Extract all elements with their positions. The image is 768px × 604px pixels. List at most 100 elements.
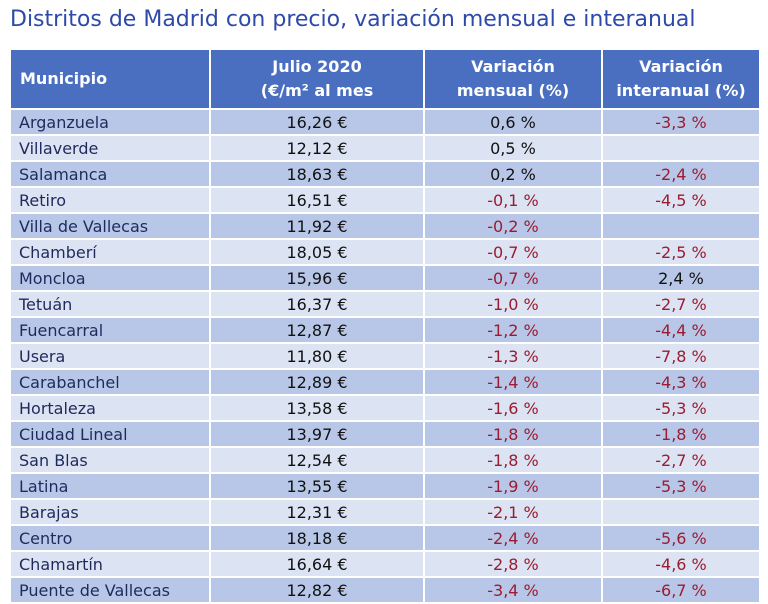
cell-variacion-interanual: -1,8 % xyxy=(601,420,761,448)
table-row: Puente de Vallecas 12,82 € -3,4 % -6,7 % xyxy=(9,576,761,604)
cell-municipio: Villaverde xyxy=(9,134,211,162)
cell-variacion-interanual: -4,3 % xyxy=(601,368,761,396)
cell-precio: 18,05 € xyxy=(209,238,425,266)
cell-variacion-mensual: -1,6 % xyxy=(423,394,603,422)
cell-variacion-mensual: -1,2 % xyxy=(423,316,603,344)
cell-variacion-interanual: -7,8 % xyxy=(601,342,761,370)
table-row: Latina 13,55 € -1,9 % -5,3 % xyxy=(9,472,761,500)
cell-municipio: Arganzuela xyxy=(9,108,211,136)
cell-variacion-interanual: -6,7 % xyxy=(601,576,761,604)
cell-municipio: Latina xyxy=(9,472,211,500)
table-row: Centro 18,18 € -2,4 % -5,6 % xyxy=(9,524,761,552)
cell-variacion-interanual: -5,3 % xyxy=(601,394,761,422)
cell-variacion-interanual: -5,6 % xyxy=(601,524,761,552)
cell-variacion-mensual: 0,2 % xyxy=(423,160,603,188)
cell-precio: 16,26 € xyxy=(209,108,425,136)
cell-municipio: Centro xyxy=(9,524,211,552)
cell-variacion-mensual: -0,7 % xyxy=(423,264,603,292)
chart-title: Distritos de Madrid con precio, variació… xyxy=(10,7,696,32)
header-precio: Julio 2020 (€/m² al mes xyxy=(209,48,425,110)
header-interanual: Variación interanual (%) xyxy=(601,48,761,110)
cell-precio: 11,92 € xyxy=(209,212,425,240)
cell-variacion-mensual: -0,1 % xyxy=(423,186,603,214)
cell-municipio: Chamartín xyxy=(9,550,211,578)
cell-municipio: Villa de Vallecas xyxy=(9,212,211,240)
cell-variacion-mensual: 0,6 % xyxy=(423,108,603,136)
table-row: Carabanchel 12,89 € -1,4 % -4,3 % xyxy=(9,368,761,396)
header-precio-line2: (€/m² al mes xyxy=(260,81,374,100)
cell-variacion-mensual: -1,0 % xyxy=(423,290,603,318)
cell-variacion-interanual: -4,6 % xyxy=(601,550,761,578)
header-municipio: Municipio xyxy=(9,48,211,110)
cell-variacion-interanual xyxy=(601,498,761,526)
cell-precio: 12,31 € xyxy=(209,498,425,526)
header-municipio-label: Municipio xyxy=(20,69,108,88)
cell-variacion-mensual: -1,9 % xyxy=(423,472,603,500)
cell-variacion-interanual: -2,4 % xyxy=(601,160,761,188)
cell-municipio: Tetuán xyxy=(9,290,211,318)
cell-municipio: Moncloa xyxy=(9,264,211,292)
table-header-row: Municipio Julio 2020 (€/m² al mes Variac… xyxy=(9,48,761,110)
districts-table: Municipio Julio 2020 (€/m² al mes Variac… xyxy=(9,48,761,604)
cell-variacion-interanual: -2,7 % xyxy=(601,446,761,474)
cell-variacion-mensual: -3,4 % xyxy=(423,576,603,604)
cell-variacion-interanual xyxy=(601,212,761,240)
cell-municipio: Retiro xyxy=(9,186,211,214)
cell-precio: 16,51 € xyxy=(209,186,425,214)
cell-variacion-interanual: -3,3 % xyxy=(601,108,761,136)
table-row: Tetuán 16,37 € -1,0 % -2,7 % xyxy=(9,290,761,318)
cell-variacion-interanual: -2,7 % xyxy=(601,290,761,318)
header-precio-line1: Julio 2020 xyxy=(272,57,362,76)
cell-precio: 12,87 € xyxy=(209,316,425,344)
cell-precio: 11,80 € xyxy=(209,342,425,370)
cell-precio: 13,55 € xyxy=(209,472,425,500)
cell-municipio: Hortaleza xyxy=(9,394,211,422)
cell-variacion-interanual xyxy=(601,134,761,162)
cell-variacion-mensual: -2,4 % xyxy=(423,524,603,552)
cell-variacion-interanual: 2,4 % xyxy=(601,264,761,292)
cell-variacion-mensual: 0,5 % xyxy=(423,134,603,162)
cell-municipio: Usera xyxy=(9,342,211,370)
table-row: Villa de Vallecas 11,92 € -0,2 % xyxy=(9,212,761,240)
table-row: Salamanca 18,63 €0,2 % -2,4 % xyxy=(9,160,761,188)
cell-precio: 13,97 € xyxy=(209,420,425,448)
cell-precio: 12,82 € xyxy=(209,576,425,604)
cell-variacion-interanual: -5,3 % xyxy=(601,472,761,500)
cell-precio: 16,37 € xyxy=(209,290,425,318)
table-row: Usera 11,80 € -1,3 % -7,8 % xyxy=(9,342,761,370)
cell-variacion-mensual: -1,4 % xyxy=(423,368,603,396)
cell-variacion-interanual: -4,5 % xyxy=(601,186,761,214)
cell-precio: 18,63 € xyxy=(209,160,425,188)
table-row: Arganzuela 16,26 €0,6 % -3,3 % xyxy=(9,108,761,136)
table-row: Retiro 16,51 € -0,1 % -4,5 % xyxy=(9,186,761,214)
header-mensual-line1: Variación xyxy=(471,57,555,76)
cell-precio: 18,18 € xyxy=(209,524,425,552)
cell-variacion-mensual: -1,8 % xyxy=(423,446,603,474)
cell-municipio: Salamanca xyxy=(9,160,211,188)
table-row: Barajas 12,31 € -2,1 % xyxy=(9,498,761,526)
cell-variacion-interanual: -2,5 % xyxy=(601,238,761,266)
table-row: Moncloa 15,96 € -0,7 % 2,4 % xyxy=(9,264,761,292)
cell-precio: 12,12 € xyxy=(209,134,425,162)
table-body: Arganzuela 16,26 €0,6 % -3,3 % Villaverde 12… xyxy=(9,108,761,604)
cell-variacion-mensual: -0,7 % xyxy=(423,238,603,266)
cell-municipio: Carabanchel xyxy=(9,368,211,396)
cell-precio: 12,89 € xyxy=(209,368,425,396)
header-interanual-line1: Variación xyxy=(639,57,723,76)
table-row: Villaverde 12,12 €0,5 % xyxy=(9,134,761,162)
cell-precio: 15,96 € xyxy=(209,264,425,292)
cell-municipio: Barajas xyxy=(9,498,211,526)
table-row: San Blas 12,54 € -1,8 % -2,7 % xyxy=(9,446,761,474)
cell-variacion-mensual: -1,3 % xyxy=(423,342,603,370)
cell-precio: 13,58 € xyxy=(209,394,425,422)
cell-municipio: Fuencarral xyxy=(9,316,211,344)
header-mensual-line2: mensual (%) xyxy=(456,81,570,100)
cell-precio: 12,54 € xyxy=(209,446,425,474)
cell-municipio: Puente de Vallecas xyxy=(9,576,211,604)
table-row: Hortaleza 13,58 € -1,6 % -5,3 % xyxy=(9,394,761,422)
cell-precio: 16,64 € xyxy=(209,550,425,578)
cell-variacion-mensual: -2,1 % xyxy=(423,498,603,526)
cell-variacion-mensual: -0,2 % xyxy=(423,212,603,240)
table-row: Chamberí 18,05 € -0,7 % -2,5 % xyxy=(9,238,761,266)
cell-variacion-mensual: -1,8 % xyxy=(423,420,603,448)
